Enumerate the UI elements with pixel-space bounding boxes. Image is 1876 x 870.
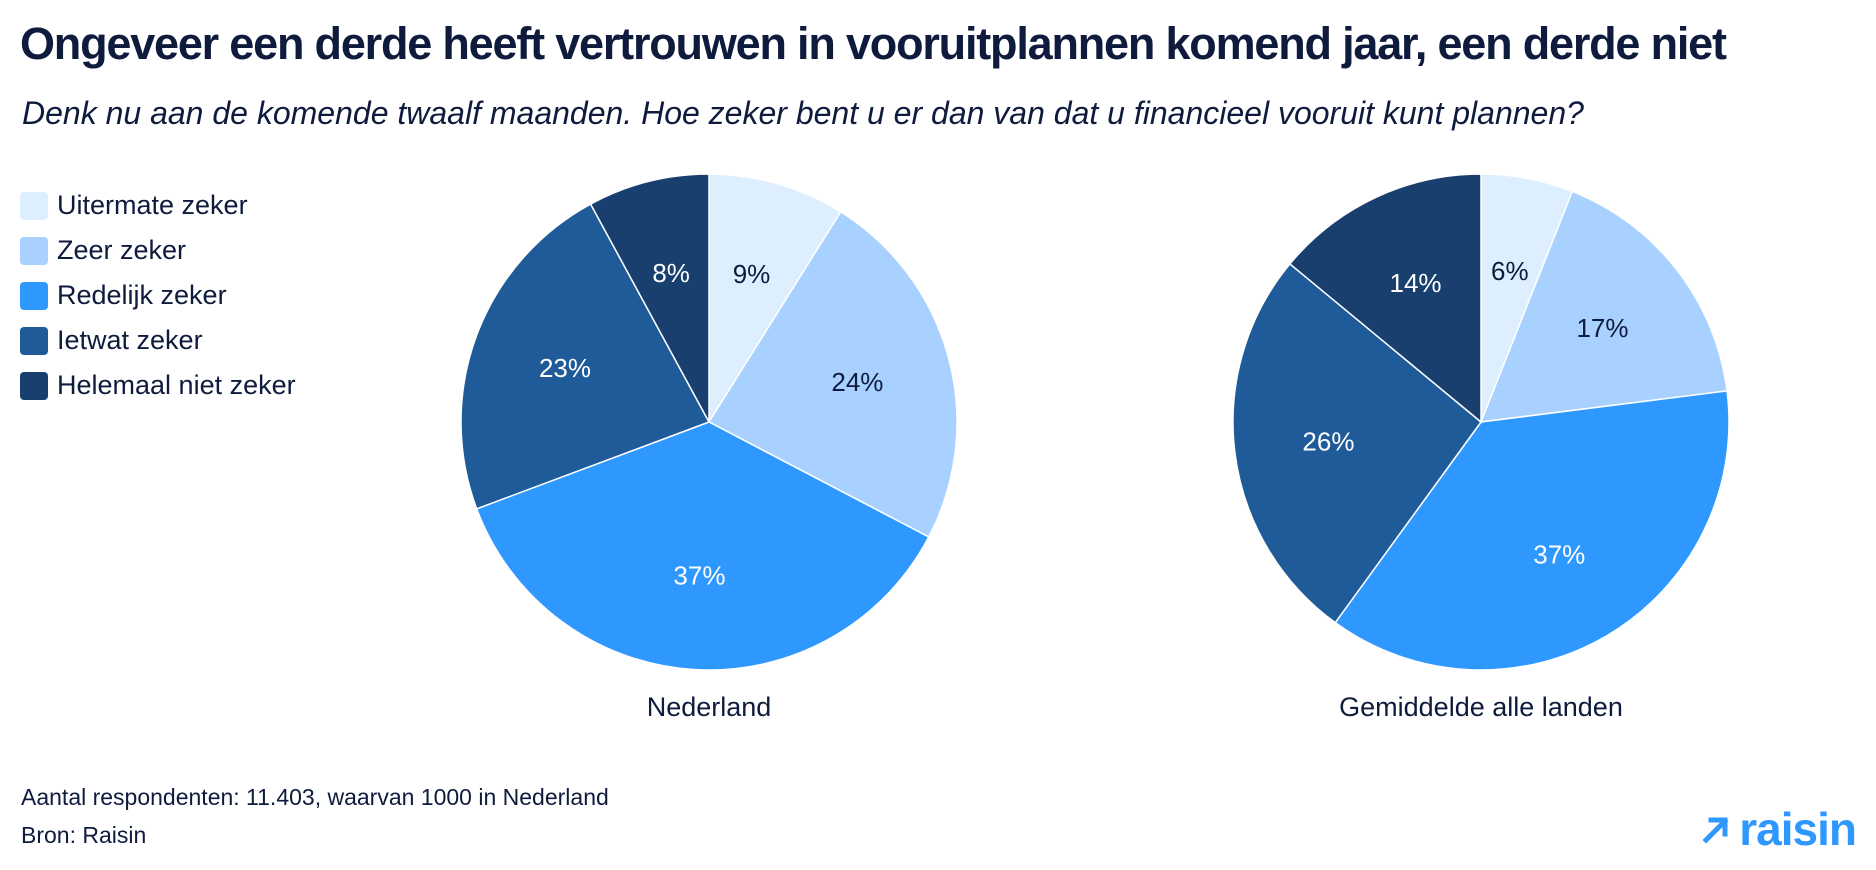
pie-slice-label: 23% (539, 353, 591, 383)
legend-label: Helemaal niet zeker (57, 370, 296, 400)
legend-label: Ietwat zeker (57, 325, 203, 355)
arrow-up-right-icon (1702, 817, 1729, 844)
pie-slice-label: 8% (652, 258, 690, 288)
legend-item: Ietwat zeker (20, 318, 296, 363)
legend-item: Uitermate zeker (20, 183, 296, 228)
pie-chart-average: 6% 17% 37% 26% 14% (1232, 173, 1730, 671)
respondents-note: Aantal respondenten: 11.403, waarvan 100… (21, 784, 609, 810)
legend-label: Redelijk zeker (57, 280, 227, 310)
source-note: Bron: Raisin (21, 822, 147, 848)
pie-caption-nederland: Nederland (647, 692, 772, 722)
pie-slice-label: 37% (673, 560, 725, 590)
legend-swatch (20, 281, 48, 310)
pie-slice (589, 173, 710, 423)
pie-charts: 9% 24% 37% 23% 8% 6% 17% 37% 26% 14% Nederland G… (460, 173, 1730, 722)
chart-title: Ongeveer een derde heeft vertrouwen in v… (20, 18, 1727, 69)
logo-text: raisin (1739, 803, 1857, 855)
pie-slice (1479, 190, 1728, 423)
raisin-logo: raisin (1701, 803, 1857, 855)
legend-item: Redelijk zeker (20, 273, 296, 318)
legend-item: Helemaal niet zeker (20, 363, 296, 408)
pie-caption-average: Gemiddelde alle landen (1339, 692, 1623, 722)
pie-slice (1334, 390, 1730, 671)
pie-slice-label: 37% (1533, 539, 1585, 569)
pie-slice (708, 173, 842, 425)
pie-slice (707, 210, 958, 539)
pie-slice-label: 24% (831, 367, 883, 397)
pie-slice-label: 6% (1491, 256, 1529, 286)
pie-slice (475, 421, 930, 671)
legend-label: Zeer zeker (57, 235, 187, 265)
pie-slice (1288, 173, 1482, 424)
legend-label: Uitermate zeker (57, 190, 248, 220)
legend-item: Zeer zeker (20, 228, 296, 273)
pie-slice-label: 9% (733, 259, 771, 289)
pie-slice-label: 17% (1576, 313, 1628, 343)
legend-swatch (20, 191, 48, 220)
chart-subtitle: Denk nu aan de komende twaalf maanden. H… (22, 95, 1584, 131)
legend: Uitermate zeker Zeer zeker Redelijk zeke… (20, 183, 296, 408)
pie-chart-nederland: 9% 24% 37% 23% 8% (460, 173, 958, 671)
legend-swatch (20, 326, 48, 355)
pie-slice-label: 14% (1390, 268, 1442, 298)
pie-slice (1232, 262, 1483, 624)
pie-slice-label: 26% (1302, 426, 1354, 456)
pie-slice (460, 203, 711, 510)
legend-swatch (20, 371, 48, 400)
legend-swatch (20, 236, 48, 265)
